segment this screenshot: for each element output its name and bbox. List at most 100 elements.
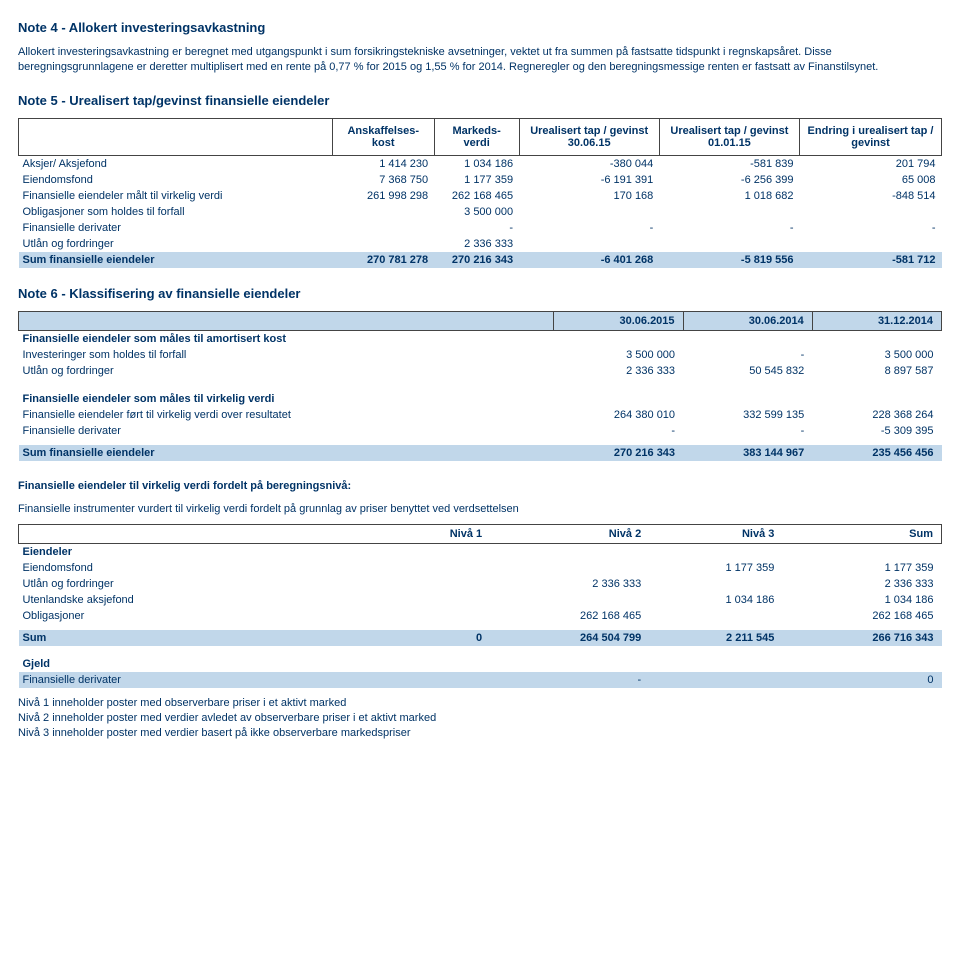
cell <box>800 236 942 252</box>
row-label: Eiendomsfond <box>19 560 388 576</box>
cell: 2 336 333 <box>490 576 649 592</box>
table-row: Finansielle eiendeler ført til virkelig … <box>19 407 942 423</box>
cell <box>649 672 782 688</box>
cell: 264 504 799 <box>490 630 649 646</box>
cell: -581 839 <box>659 155 799 172</box>
cell: 266 716 343 <box>782 630 941 646</box>
cell: 8 897 587 <box>812 363 941 379</box>
note6-section: Note 6 - Klassifisering av finansielle e… <box>18 286 942 461</box>
note5-h-5: Endring i urealisert tap / gevinst <box>800 118 942 155</box>
cell <box>332 204 434 220</box>
row-label: Finansielle derivater <box>19 672 388 688</box>
cell: 170 168 <box>519 188 659 204</box>
cell: 261 998 298 <box>332 188 434 204</box>
cell <box>332 220 434 236</box>
note5-h-1: Anskaffelses- kost <box>332 118 434 155</box>
note7-heading1: Finansielle eiendeler til virkelig verdi… <box>18 479 942 494</box>
cell: 1 177 359 <box>782 560 941 576</box>
cell <box>388 592 490 608</box>
cell: 1 018 682 <box>659 188 799 204</box>
cell: - <box>554 423 683 439</box>
cell <box>388 576 490 592</box>
cell: 228 368 264 <box>812 407 941 423</box>
cell: 383 144 967 <box>683 445 812 461</box>
note5-h-3: Urealisert tap / gevinst 30.06.15 <box>519 118 659 155</box>
table-row: Finansielle derivater---- <box>19 220 942 236</box>
cell: 0 <box>782 672 941 688</box>
cell <box>519 236 659 252</box>
cell: 1 414 230 <box>332 155 434 172</box>
row-label: Eiendomsfond <box>19 172 333 188</box>
cell: 2 336 333 <box>554 363 683 379</box>
row-label: Obligasjoner som holdes til forfall <box>19 204 333 220</box>
cell: - <box>683 423 812 439</box>
cell <box>490 560 649 576</box>
cell: - <box>683 347 812 363</box>
note6-title: Note 6 - Klassifisering av finansielle e… <box>18 286 942 301</box>
gjeld-label: Gjeld <box>19 656 942 672</box>
row-label: Utlån og fordringer <box>19 576 388 592</box>
cell <box>332 236 434 252</box>
sum-label: Sum <box>19 630 388 646</box>
row-label: Investeringer som holdes til forfall <box>19 347 554 363</box>
note7-heading2: Finansielle instrumenter vurdert til vir… <box>18 502 942 517</box>
note5-title: Note 5 - Urealisert tap/gevinst finansie… <box>18 93 942 108</box>
cell: 270 781 278 <box>332 252 434 268</box>
cell: 7 368 750 <box>332 172 434 188</box>
note5-section: Note 5 - Urealisert tap/gevinst finansie… <box>18 93 942 268</box>
cell: 50 545 832 <box>683 363 812 379</box>
cell <box>388 672 490 688</box>
table-row: Finansielle derivater-0 <box>19 672 942 688</box>
group-heading: Finansielle eiendeler som måles til virk… <box>19 391 942 407</box>
cell: 264 380 010 <box>554 407 683 423</box>
cell <box>659 204 799 220</box>
sum-label: Sum finansielle eiendeler <box>19 445 554 461</box>
note7-h-2: Nivå 2 <box>490 525 649 544</box>
note5-table: Anskaffelses- kost Markeds- verdi Ureali… <box>18 118 942 268</box>
cell: -581 712 <box>800 252 942 268</box>
note7-table: Nivå 1 Nivå 2 Nivå 3 Sum Eiendeler Eiend… <box>18 524 942 688</box>
row-label: Finansielle eiendeler ført til virkelig … <box>19 407 554 423</box>
table-row: Obligasjoner som holdes til forfall 3 500… <box>19 204 942 220</box>
note4-title: Note 4 - Allokert investeringsavkastning <box>18 20 942 35</box>
note7-footnotes: Nivå 1 inneholder poster med observerbar… <box>18 696 942 741</box>
cell: 1 034 186 <box>782 592 941 608</box>
note5-h-4: Urealisert tap / gevinst 01.01.15 <box>659 118 799 155</box>
cell: -848 514 <box>800 188 942 204</box>
table-row: Investeringer som holdes til forfall3 50… <box>19 347 942 363</box>
row-label: Utlån og fordringer <box>19 236 333 252</box>
note6-h-2: 30.06.2014 <box>683 311 812 330</box>
cell: -6 191 391 <box>519 172 659 188</box>
cell: -6 256 399 <box>659 172 799 188</box>
eiendeler-label: Eiendeler <box>19 544 942 561</box>
table-row: Aksjer/ Aksjefond1 414 2301 034 186-380 … <box>19 155 942 172</box>
cell <box>490 592 649 608</box>
cell: - <box>434 220 519 236</box>
cell: - <box>519 220 659 236</box>
note5-h-2: Markeds- verdi <box>434 118 519 155</box>
table-row: Finansielle derivater---5 309 395 <box>19 423 942 439</box>
table-row: Finansielle eiendeler målt til virkelig … <box>19 188 942 204</box>
cell <box>649 576 782 592</box>
cell: 1 034 186 <box>434 155 519 172</box>
cell: 1 034 186 <box>649 592 782 608</box>
note7-section: Finansielle eiendeler til virkelig verdi… <box>18 479 942 741</box>
table-row: Obligasjoner262 168 465262 168 465 <box>19 608 942 624</box>
note4-section: Note 4 - Allokert investeringsavkastning… <box>18 20 942 75</box>
cell: 0 <box>388 630 490 646</box>
footnote-line: Nivå 2 inneholder poster med verdier avl… <box>18 711 942 726</box>
row-label: Finansielle derivater <box>19 220 333 236</box>
cell: 262 168 465 <box>490 608 649 624</box>
note7-h-blank <box>19 525 388 544</box>
cell <box>800 204 942 220</box>
note6-table: 30.06.2015 30.06.2014 31.12.2014 Finansi… <box>18 311 942 461</box>
note7-h-4: Sum <box>782 525 941 544</box>
row-label: Aksjer/ Aksjefond <box>19 155 333 172</box>
table-row: Utlån og fordringer2 336 33350 545 8328 … <box>19 363 942 379</box>
cell: 262 168 465 <box>434 188 519 204</box>
cell: 3 500 000 <box>434 204 519 220</box>
table-row: Eiendomsfond7 368 7501 177 359-6 191 391… <box>19 172 942 188</box>
note7-h-1: Nivå 1 <box>388 525 490 544</box>
footnote-line: Nivå 3 inneholder poster med verdier bas… <box>18 726 942 741</box>
row-label: Obligasjoner <box>19 608 388 624</box>
